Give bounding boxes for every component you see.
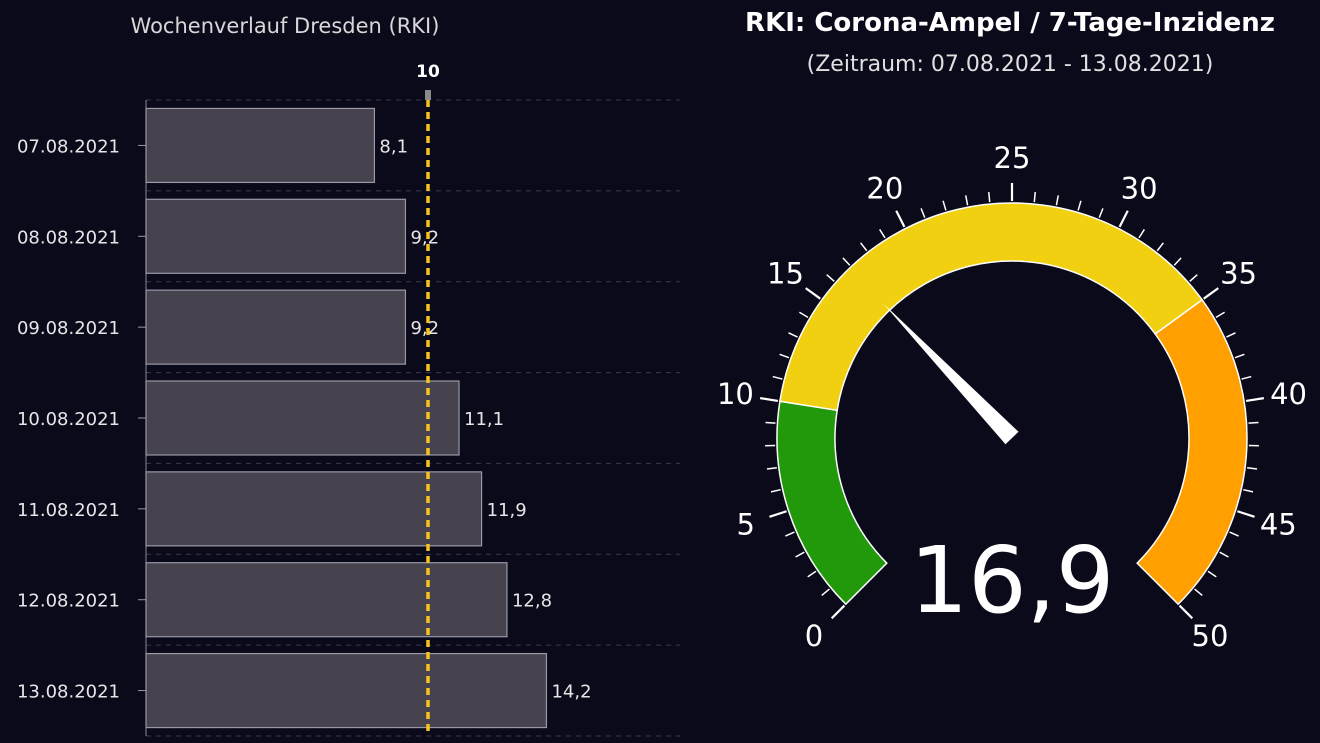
gauge-tick-label: 5 [736,508,754,542]
bar-value-label: 11,9 [487,500,527,521]
bar [145,471,483,547]
category-label: 11.08.2021 [17,500,120,521]
gauge-tick-label: 15 [767,256,804,290]
gauge-minor-tick [1194,588,1203,597]
gauge-major-tick [805,287,821,300]
gauge-minor-tick [1156,242,1164,252]
bar-value-label: 14,2 [551,682,591,703]
bar [145,380,460,456]
gauge-minor-tick [1248,421,1259,424]
bar-value-label: 9,2 [410,227,439,248]
gauge-minor-tick [785,531,795,537]
gauge-subtitle: (Zeitraum: 07.08.2021 - 13.08.2021) [806,52,1214,77]
bar [145,289,407,365]
gauge-title: RKI: Corona-Ampel / 7-Tage-Inzidenz [745,8,1275,38]
gauge-minor-tick [1247,466,1258,470]
gauge-major-tick [1237,510,1255,518]
gauge-minor-tick [826,274,835,282]
reference-line-label: 10 [416,62,440,82]
bar [145,562,508,638]
gauge-svg: 0 5 10 15 20 25 30 35 40 45 50 16,9 [717,141,1307,653]
bar [145,107,376,184]
gauge-minor-tick [788,332,798,338]
gauge-minor-tick [772,375,783,380]
gauge-minor-tick [766,466,777,470]
gauge-major-tick [1245,397,1265,403]
gauge-value: 16,9 [910,527,1115,634]
gauge-major-tick [1118,210,1129,228]
gauge-minor-tick [1189,274,1198,282]
bar-value-label: 11,1 [464,409,504,430]
reference-line-cap [425,90,431,100]
category-label: 08.08.2021 [17,227,120,248]
category-label: 09.08.2021 [17,318,120,339]
gauge-tick-label: 40 [1270,377,1307,411]
category-label: 13.08.2021 [17,682,120,703]
gauge-minor-tick [795,551,805,558]
gauge-minor-tick [821,588,830,597]
category-label: 10.08.2021 [17,409,120,430]
bar-value-label: 8,1 [379,136,408,157]
gauge-minor-tick [988,192,991,203]
gauge-minor-tick [1033,192,1036,203]
gauge-minor-tick [1215,311,1225,319]
gauge-tick-label: 50 [1192,619,1229,653]
gauge-minor-tick [779,353,790,359]
incidence-gauge: RKI: Corona-Ampel / 7-Tage-Inzidenz (Zei… [700,0,1320,743]
gauge-major-tick [830,604,846,620]
gauge-major-tick [895,210,906,228]
category-label: 12.08.2021 [17,591,120,612]
bar-value-label: 12,8 [512,591,552,612]
gauge-tick-label: 45 [1260,508,1297,542]
category-label: 07.08.2021 [17,136,120,157]
gauge-band [776,400,888,606]
gauge-minor-tick [842,257,851,266]
gauge-tick-label: 10 [717,377,754,411]
weekly-bar-chart: Wochenverlauf Dresden (RKI) 07.08.2021 8,… [17,14,680,737]
gauge-major-tick [759,397,779,403]
gauge-minor-tick [860,242,868,252]
gauge-minor-tick [1077,200,1082,211]
gauge-needle [882,302,1019,445]
gauge-minor-tick [920,208,926,218]
gauge-minor-tick [799,311,809,319]
gauge-minor-tick [1138,229,1145,239]
gauge-tick-label: 20 [866,172,903,206]
gauge-minor-tick [879,229,886,239]
gauge-minor-tick [765,421,776,424]
gauge-minor-tick [1207,570,1217,578]
gauge-minor-tick [1241,375,1252,380]
gauge-minor-tick [807,570,817,578]
gauge-tick-label: 35 [1220,256,1257,290]
gauge-minor-tick [770,488,781,493]
gauge-band [1136,298,1248,606]
gauge-minor-tick [1226,332,1236,338]
bar [145,652,548,729]
gauge-minor-tick [1219,551,1229,558]
gauge-major-tick [1178,604,1194,620]
gauge-tick-label: 25 [994,141,1031,175]
bar-value-label: 9,2 [410,318,439,339]
gauge-tick-label: 0 [805,619,823,653]
gauge-tick-label: 30 [1121,172,1158,206]
bar [145,198,407,274]
gauge-major-tick [1203,287,1219,300]
gauge-minor-tick [1243,488,1254,493]
gauge-band [779,202,1204,412]
bar-chart-svg: 07.08.2021 8,1 08.08.2021 9,2 09.08.2021 9,2 1… [17,62,680,737]
gauge-minor-tick [1234,353,1245,359]
gauge-minor-tick [1173,257,1182,266]
gauge-minor-tick [942,200,947,211]
gauge-minor-tick [1055,195,1060,206]
bar-chart-title: Wochenverlauf Dresden (RKI) [130,14,440,38]
gauge-minor-tick [1229,531,1239,537]
gauge-major-tick [769,510,787,518]
gauge-minor-tick [964,195,969,206]
gauge-minor-tick [1098,208,1104,218]
